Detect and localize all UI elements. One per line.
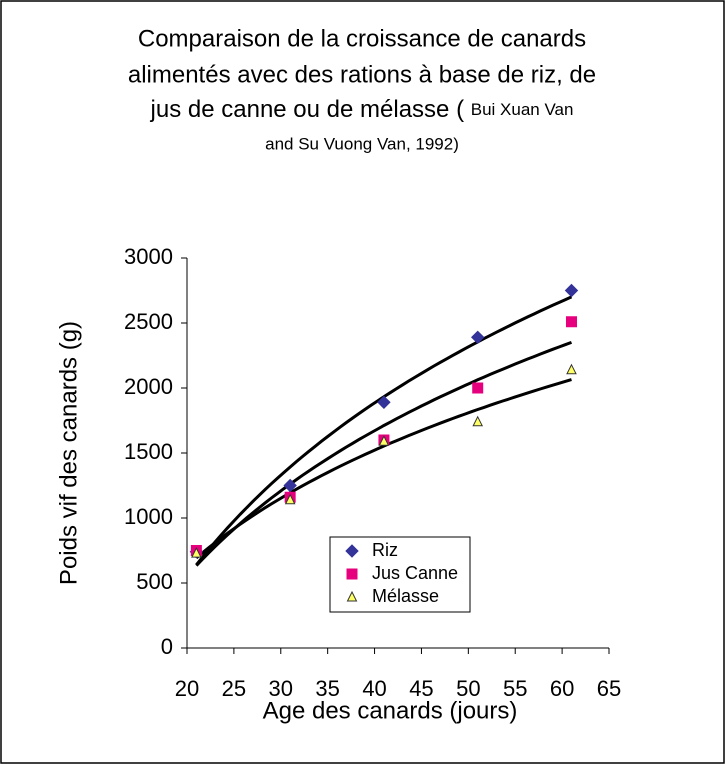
legend-marker <box>346 590 358 602</box>
x-tick-label: 45 <box>409 676 433 701</box>
point <box>472 415 484 427</box>
y-tick-label: 1000 <box>124 504 173 529</box>
x-axis-title: Age des canards (jours) <box>263 697 518 724</box>
x-tick-label: 65 <box>597 676 621 701</box>
y-tick-label: 500 <box>136 569 173 594</box>
trendline <box>195 378 572 560</box>
point <box>191 546 202 558</box>
x-tick-label: 25 <box>222 676 246 701</box>
legend-label: Mélasse <box>372 586 439 606</box>
point <box>472 382 484 394</box>
x-tick-label: 35 <box>315 676 339 701</box>
x-tick-label: 20 <box>175 676 199 701</box>
trendline <box>195 340 573 567</box>
legend-label: Jus Canne <box>372 563 458 583</box>
y-tick-label: 1500 <box>124 439 173 464</box>
y-tick-label: 2000 <box>124 374 173 399</box>
legend-marker <box>346 568 358 580</box>
point <box>566 363 577 375</box>
point <box>377 395 391 410</box>
chart-source: Bui Xuan Van <box>471 100 574 119</box>
chart-title: Comparaison de la croissance de canards <box>138 25 586 52</box>
legend-label: Riz <box>372 540 398 560</box>
y-tick-label: 0 <box>161 634 173 659</box>
point <box>283 478 297 493</box>
point <box>471 330 485 345</box>
y-tick-label: 2500 <box>124 309 173 334</box>
point <box>564 283 579 298</box>
chart-title: alimentés avec des rations à base de riz… <box>128 61 596 88</box>
chart-title: jus de canne ou de mélasse ( <box>150 96 465 123</box>
x-tick-label: 40 <box>362 676 386 701</box>
chart-source: and Su Vuong Van, 1992) <box>265 134 459 153</box>
x-tick-label: 60 <box>550 676 574 701</box>
y-tick-label: 3000 <box>124 244 173 269</box>
y-axis-title: Poids vif des canards (g) <box>55 321 82 585</box>
point <box>565 316 577 328</box>
x-tick-label: 50 <box>456 676 480 701</box>
chart-title: jus de canne ou de mélasse ( Bui Xuan Va… <box>150 96 574 123</box>
point <box>284 493 296 505</box>
x-tick-label: 30 <box>269 676 293 701</box>
x-tick-label: 55 <box>503 676 527 701</box>
legend-marker <box>345 544 359 558</box>
point <box>378 435 390 446</box>
